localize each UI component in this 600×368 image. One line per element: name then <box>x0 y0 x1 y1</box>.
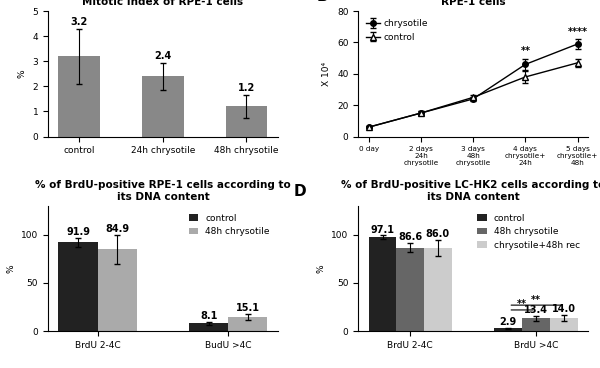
Text: 1.2: 1.2 <box>238 83 255 93</box>
Title: % of BrdU-positive RPE-1 cells according to
its DNA content: % of BrdU-positive RPE-1 cells according… <box>35 180 291 202</box>
Bar <box>228 316 268 331</box>
Text: **: ** <box>531 295 541 305</box>
Legend: control, 48h chrysotile: control, 48h chrysotile <box>185 210 273 240</box>
Text: 91.9: 91.9 <box>66 227 90 237</box>
Bar <box>58 56 100 137</box>
Title: % of BrdU-positive LC-HK2 cells according to
its DNA content: % of BrdU-positive LC-HK2 cells accordin… <box>341 180 600 202</box>
Y-axis label: %: % <box>317 264 326 273</box>
Text: ****: **** <box>568 26 587 36</box>
Text: 15.1: 15.1 <box>236 303 260 313</box>
Text: 2.9: 2.9 <box>500 316 517 327</box>
Text: 97.1: 97.1 <box>371 224 395 234</box>
Y-axis label: %: % <box>18 70 27 78</box>
Y-axis label: %: % <box>7 264 16 273</box>
Bar <box>226 106 268 137</box>
Bar <box>550 318 578 331</box>
Y-axis label: X 10⁴: X 10⁴ <box>322 62 331 86</box>
Text: 3.2: 3.2 <box>71 17 88 26</box>
Text: 14.0: 14.0 <box>552 304 576 314</box>
Bar <box>58 243 98 331</box>
Text: 86.0: 86.0 <box>426 230 450 240</box>
Title: Number of control and chrysotile-treated
RPE-1 cells: Number of control and chrysotile-treated… <box>352 0 595 7</box>
Bar <box>522 318 550 331</box>
Text: 13.4: 13.4 <box>524 305 548 315</box>
Title: Mitotic Index of RPE-1 cells: Mitotic Index of RPE-1 cells <box>82 0 244 7</box>
Bar <box>189 323 228 331</box>
Text: 86.6: 86.6 <box>398 232 422 242</box>
Legend: chrysotile, control: chrysotile, control <box>363 15 431 45</box>
Bar <box>368 237 397 331</box>
Text: 84.9: 84.9 <box>105 224 129 234</box>
Text: B: B <box>317 0 328 4</box>
Text: **: ** <box>517 300 527 309</box>
Bar <box>424 248 452 331</box>
Legend: control, 48h chrysotile, chrysotile+48h rec: control, 48h chrysotile, chrysotile+48h … <box>474 210 583 254</box>
Text: D: D <box>294 184 307 199</box>
Bar <box>98 249 137 331</box>
Bar <box>142 76 184 137</box>
Text: 2.4: 2.4 <box>154 50 172 60</box>
Text: 8.1: 8.1 <box>200 311 217 321</box>
Text: **: ** <box>520 46 530 56</box>
Bar <box>494 328 522 331</box>
Bar <box>397 248 424 331</box>
